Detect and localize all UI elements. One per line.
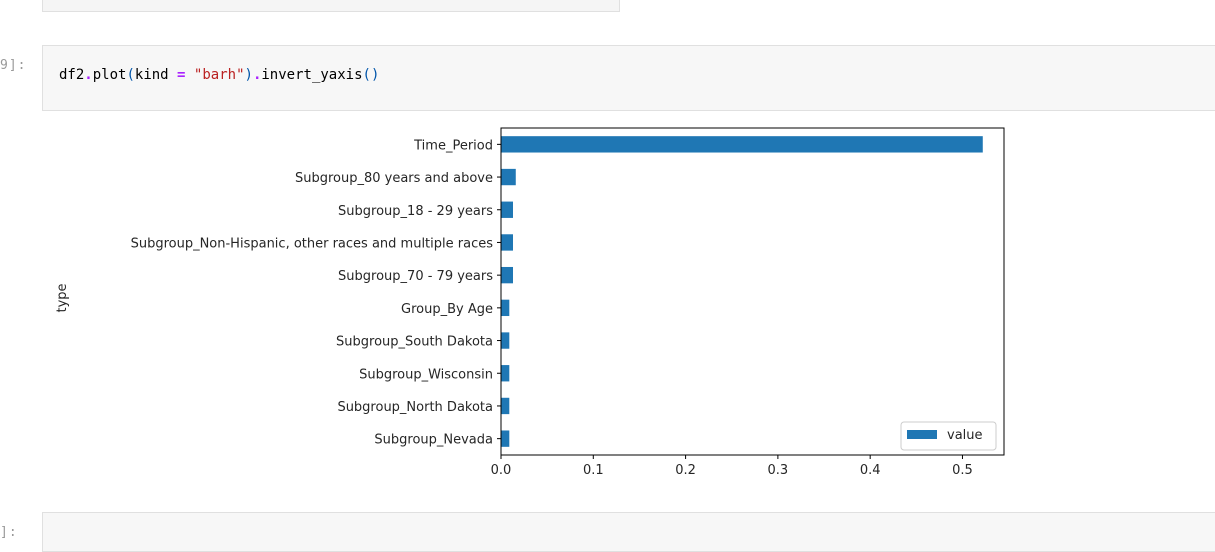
bar-6 — [501, 332, 510, 349]
x-ticks: 0.0 0.1 0.2 0.3 0.4 0.5 — [491, 455, 973, 478]
x-tick-label-1: 0.1 — [583, 463, 604, 478]
y-tick-label-0: Time_Period — [413, 138, 493, 153]
barh-chart: type Time_Period Subgroup_80 years and ab… — [55, 127, 1005, 478]
empty-cell-prompt: ]: — [0, 525, 18, 540]
code-chain-method: invert_yaxis — [261, 67, 363, 83]
bar-1 — [501, 168, 516, 186]
bar-5 — [501, 299, 510, 317]
code-line[interactable]: df2.plot(kind = "barh").invert_yaxis() — [59, 67, 379, 83]
code-call-parens: () — [362, 67, 380, 83]
bar-4 — [501, 266, 513, 284]
y-tick-label-2: Subgroup_18 - 29 years — [338, 204, 493, 219]
legend: value — [900, 421, 997, 451]
y-tick-label-6: Subgroup_South Dakota — [336, 335, 493, 350]
previous-code-cell[interactable] — [42, 0, 620, 12]
x-tick-label-0: 0.0 — [491, 463, 512, 478]
code-dot-2: . — [252, 67, 262, 83]
y-tick-label-3: Subgroup_Non-Hispanic, other races and m… — [131, 236, 494, 251]
bar-7 — [501, 365, 510, 382]
empty-code-cell[interactable] — [42, 512, 1215, 552]
x-tick-label-5: 0.5 — [952, 463, 973, 478]
code-paren-close: ) — [244, 67, 253, 83]
code-dot: . — [84, 67, 93, 83]
y-tick-label-7: Subgroup_Wisconsin — [359, 367, 493, 382]
cell-prompt: 9]: — [0, 58, 27, 73]
code-arg-name: kind — [134, 67, 169, 83]
y-axis-label: type — [55, 283, 70, 312]
code-variable: df2 — [59, 67, 85, 83]
y-tick-label-5: Group_By Age — [401, 302, 493, 317]
x-tick-label-2: 0.2 — [675, 463, 696, 478]
legend-swatch — [907, 430, 937, 439]
code-equals: = — [177, 67, 186, 83]
bar-8 — [501, 397, 510, 415]
y-tick-label-4: Subgroup_70 - 79 years — [338, 269, 493, 284]
bar-0 — [501, 136, 983, 153]
bars-group — [501, 136, 983, 447]
x-tick-label-3: 0.3 — [768, 463, 789, 478]
legend-label-value: value — [947, 428, 983, 443]
x-tick-label-4: 0.4 — [860, 463, 881, 478]
bar-2 — [501, 201, 513, 218]
code-paren-open: ( — [126, 67, 135, 83]
code-cell[interactable]: df2.plot(kind = "barh").invert_yaxis() — [42, 45, 1215, 111]
code-string: "barh" — [193, 67, 245, 83]
plot-frame — [500, 127, 1005, 456]
bar-3 — [501, 234, 513, 251]
legend-box — [900, 421, 997, 451]
y-tick-label-1: Subgroup_80 years and above — [295, 171, 493, 186]
bar-9 — [501, 430, 510, 447]
code-method: plot — [92, 67, 127, 83]
y-tick-label-9: Subgroup_Nevada — [374, 433, 493, 448]
y-tick-labels: Time_Period Subgroup_80 years and above Su… — [131, 138, 501, 448]
y-tick-label-8: Subgroup_North Dakota — [337, 400, 493, 415]
